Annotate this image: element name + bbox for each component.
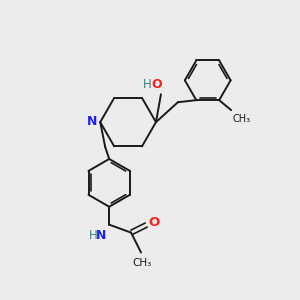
Text: CH₃: CH₃: [132, 259, 152, 269]
Text: H: H: [89, 229, 98, 242]
Text: N: N: [96, 229, 106, 242]
Text: N: N: [87, 115, 98, 128]
Text: O: O: [152, 78, 162, 91]
Text: CH₃: CH₃: [232, 114, 250, 124]
Text: O: O: [148, 216, 160, 229]
Text: H: H: [142, 78, 152, 91]
